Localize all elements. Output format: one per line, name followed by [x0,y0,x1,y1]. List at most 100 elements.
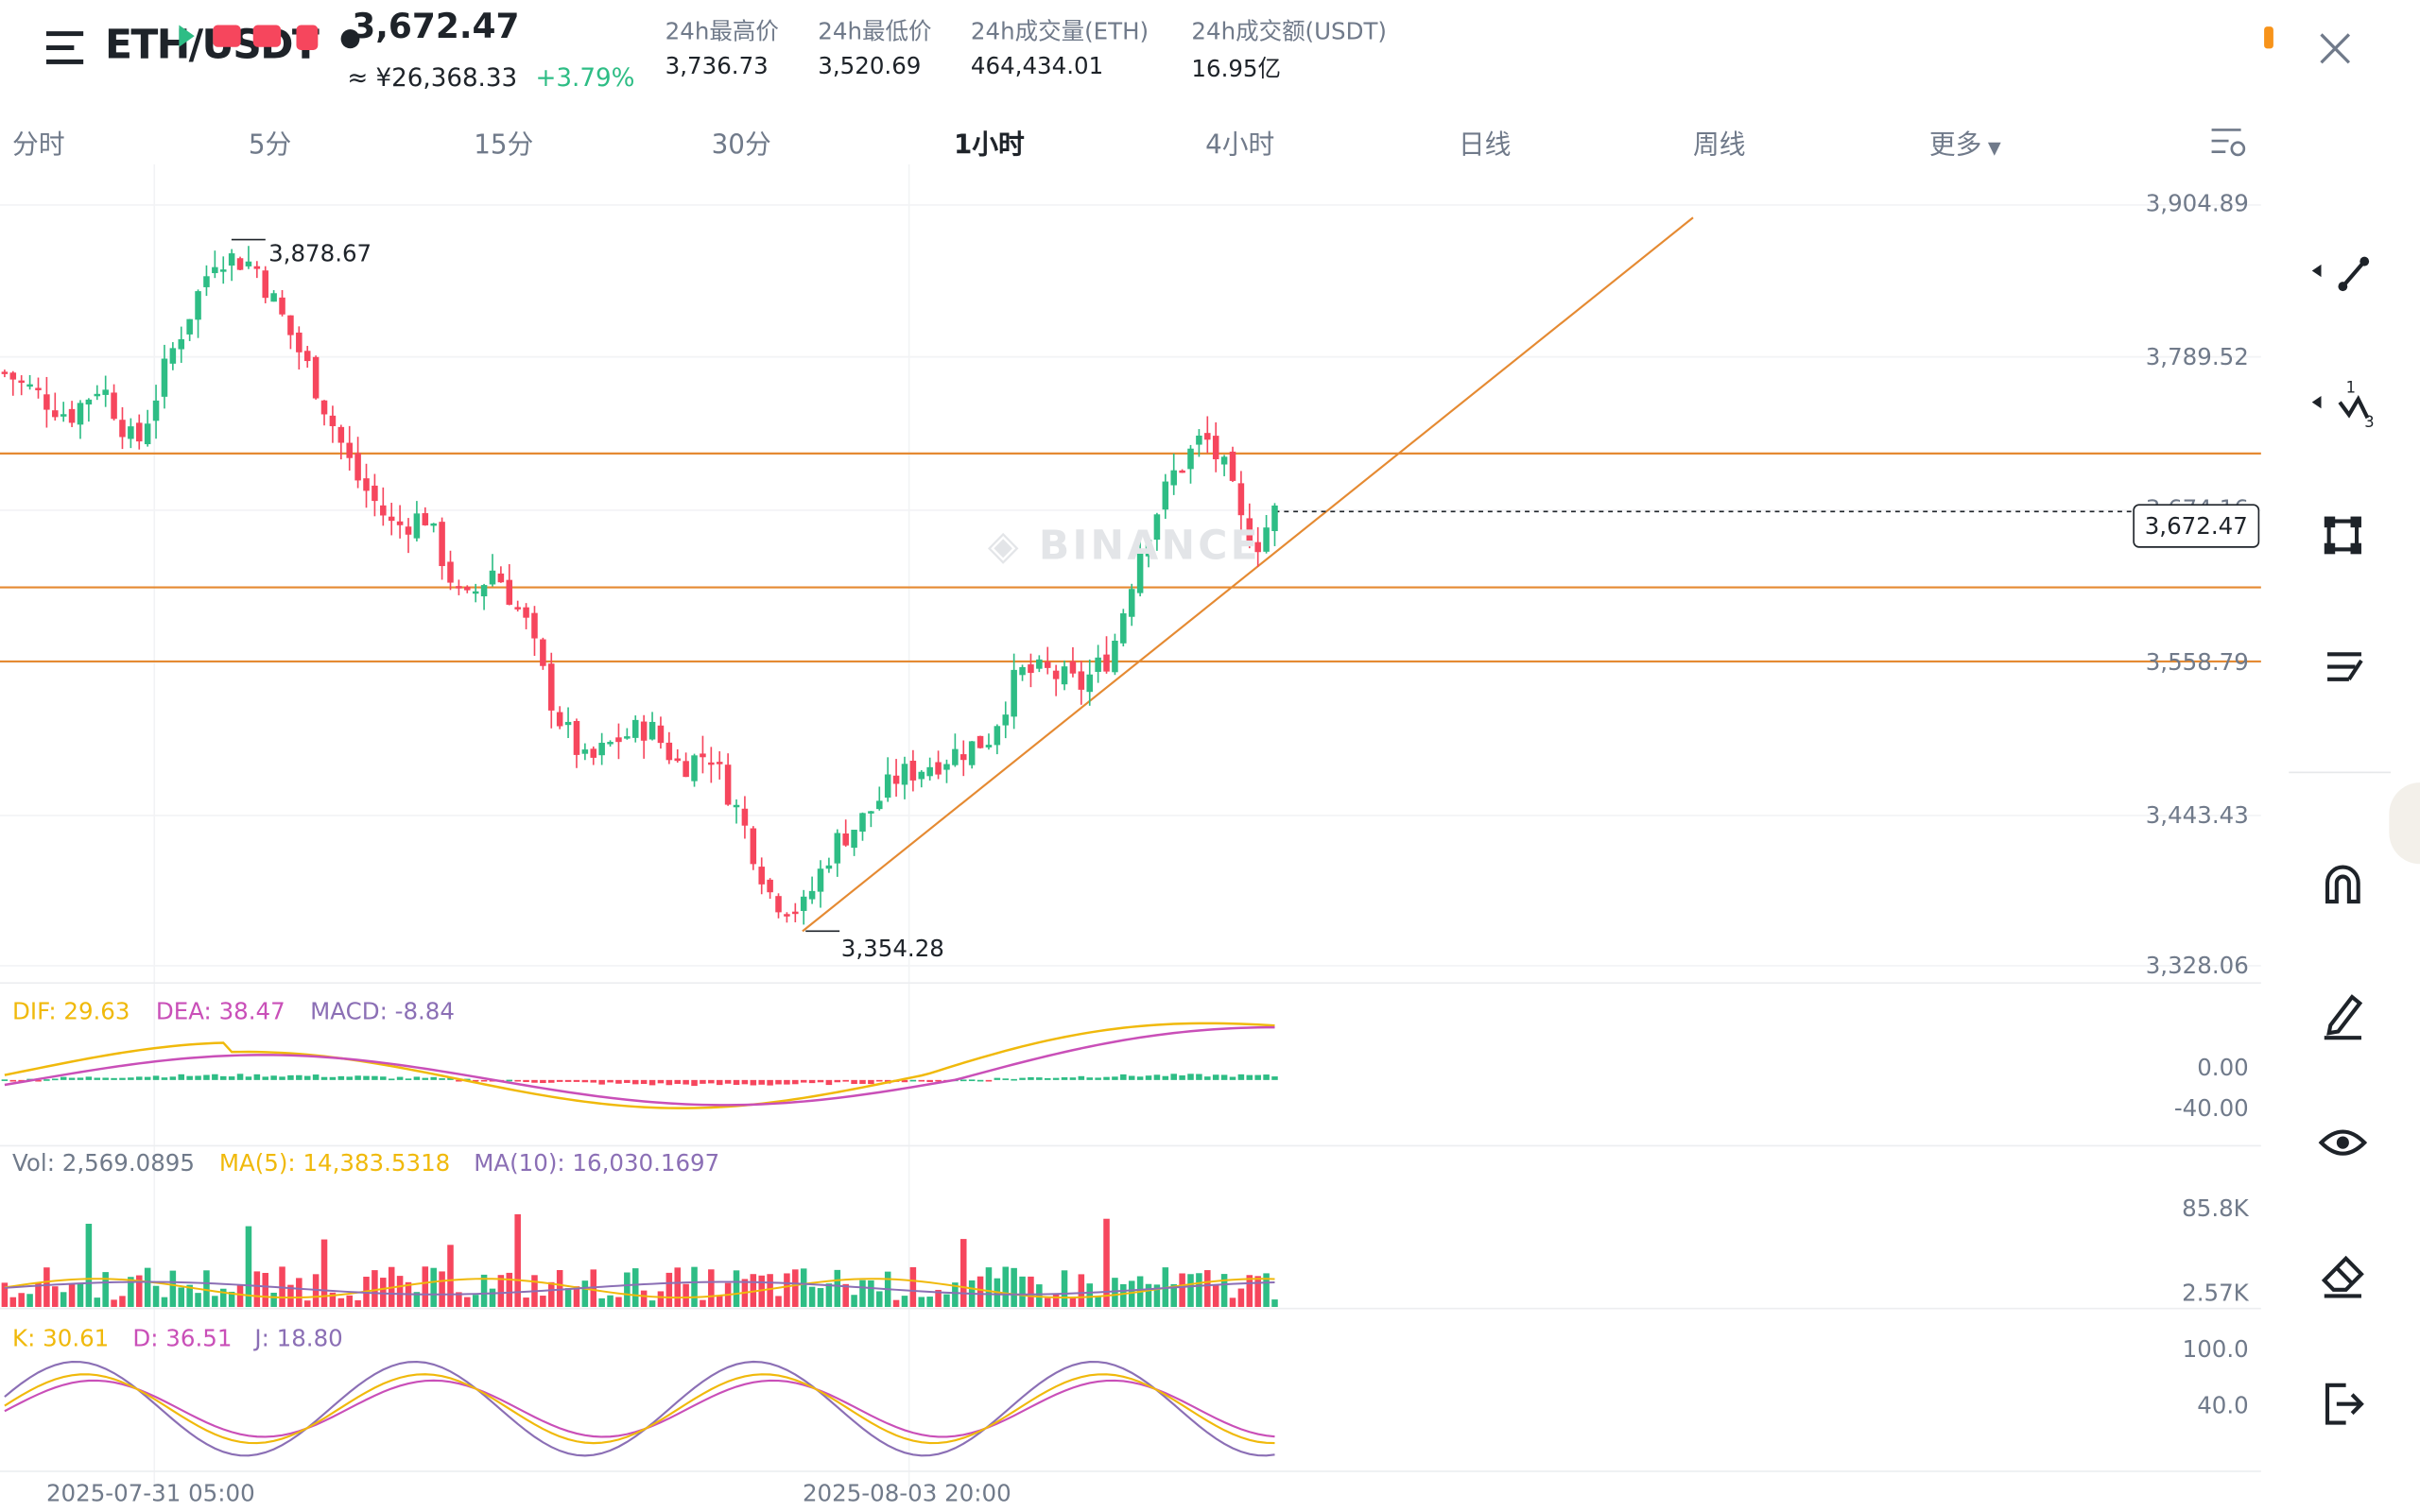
volume-bar [842,1283,849,1308]
pencil-icon[interactable] [2308,978,2377,1047]
fib-tool-icon[interactable] [2308,632,2377,701]
candle-body [464,586,471,591]
macd-bar [346,1076,353,1080]
macd-bar [236,1074,244,1080]
eye-icon[interactable] [2308,1108,2377,1177]
candle-body [287,315,294,335]
exit-icon[interactable] [2308,1369,2377,1438]
macd-bar [994,1077,1001,1080]
candle-body [859,813,866,833]
macd-bar [573,1079,580,1082]
tab-timeline[interactable]: 分时 [12,129,65,162]
macd-bar [817,1079,824,1083]
candle-body [119,420,126,438]
volume-bar [1061,1270,1068,1308]
volume-bar [1103,1218,1110,1308]
candle-body [94,393,101,397]
qq-icon: ● [339,22,361,52]
volume-bar [60,1292,67,1308]
candle-body [733,804,740,808]
candle-body [724,765,732,805]
menu-icon[interactable] [45,28,86,69]
volume-bar [1112,1278,1118,1308]
candle-body [834,833,841,864]
macd-bar [1095,1077,1101,1080]
tab-1w[interactable]: 周线 [1693,129,1746,162]
stat-high-label: 24h最高价 [665,17,779,46]
price-tick: 3,328.06 [2145,952,2249,980]
tab-more[interactable]: 更多 ▼ [1928,129,2001,162]
pair-title[interactable]: ETH/USDT [105,22,320,69]
candle-body [186,318,193,335]
macd-bar [312,1074,320,1080]
candle-body [337,426,345,443]
magnet-icon[interactable] [2308,849,2377,918]
volume-bar [1196,1273,1202,1308]
candle-body [775,896,782,913]
macd-bar [195,1075,201,1080]
candle-body [892,775,900,784]
candle-body [329,415,337,426]
candle-body [1028,664,1034,674]
volume-bar [85,1223,93,1308]
volume-bar [77,1282,84,1308]
line-tool-icon[interactable] [2308,239,2377,308]
tab-1h[interactable]: 1小时 [953,129,1025,162]
tab-1d[interactable]: 日线 [1458,129,1512,162]
volume-bar [959,1239,967,1308]
tab-4h[interactable]: 4小时 [1205,129,1275,162]
volume-bar [439,1271,445,1308]
candle-body [85,399,93,405]
candle-body [590,748,597,758]
tab-5m[interactable]: 5分 [248,129,292,162]
shape-tool-icon[interactable] [2308,501,2377,570]
macd-bar [1204,1076,1211,1080]
macd-bar [607,1079,614,1083]
candle-body [1036,659,1043,669]
candle-body [111,392,117,420]
candle-body [1086,674,1093,693]
candle-body [372,485,378,502]
volume-bar [329,1292,337,1308]
close-icon[interactable] [2315,28,2355,69]
candle-body [708,762,715,765]
vol-ma10-line [4,1280,1275,1296]
macd-bar [430,1076,437,1080]
macd-bar [1120,1074,1127,1080]
floating-bubble[interactable] [2389,782,2420,865]
candle-body [943,764,950,770]
eraser-icon[interactable] [2308,1240,2377,1309]
candle-body [994,726,1001,746]
tab-15m[interactable]: 15分 [474,129,534,162]
candle-body [312,356,320,399]
candle-body [700,753,706,758]
candle-body [245,261,252,266]
chart-settings-icon[interactable] [2210,126,2247,160]
macd-bar [161,1077,168,1080]
kline-chart[interactable] [0,163,2261,1510]
candle-body [1052,670,1060,679]
volume-bar [547,1281,555,1308]
macd-bar [1196,1074,1202,1080]
macd-bar [372,1075,378,1080]
dea-line [4,1025,1275,1107]
volume-bar [346,1295,353,1308]
candle-body [1019,666,1026,676]
volume-bar [380,1278,387,1308]
macd-bar [18,1079,25,1082]
volume-bar [1220,1274,1228,1308]
macd-bar [792,1079,799,1085]
candle-body [144,423,151,445]
macd-bar [959,1079,967,1082]
high-annotation: 3,878.67 [268,239,372,268]
volume-bar [1254,1276,1261,1308]
candle-body [952,748,959,765]
macd-bar [674,1079,681,1084]
macd-bar [1019,1077,1026,1080]
macd-bar [767,1079,773,1086]
candle-body [876,800,883,810]
low-annotation: 3,354.28 [840,934,944,963]
volume-bar [506,1272,513,1308]
tab-30m[interactable]: 30分 [711,129,771,162]
